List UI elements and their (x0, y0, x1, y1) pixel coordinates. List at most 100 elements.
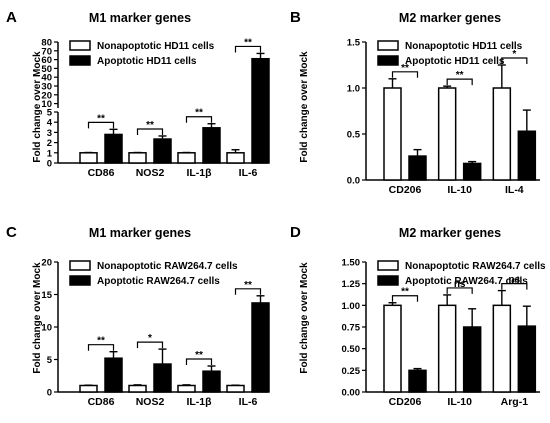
significance-bracket (87, 344, 115, 351)
legend-label: Nonapoptotic HD11 cells (405, 41, 523, 52)
panel-letter: A (6, 9, 17, 26)
y-tick-label: 80 (41, 38, 52, 49)
chart-title: M1 marker genes (89, 11, 191, 25)
legend-swatch (377, 275, 399, 286)
y-tick-label: 20 (41, 90, 52, 101)
y-tick-label: 0.75 (342, 323, 361, 334)
y-axis-label: Fold change over Mock (299, 262, 310, 374)
significance-bracket (391, 71, 419, 78)
significance-label: * (148, 333, 152, 344)
significance-bracket (136, 128, 164, 135)
y-tick-label: 0 (47, 388, 52, 399)
y-tick-label: 10 (41, 99, 52, 110)
chart-panel-c: C M1 marker genes Fold change over Mock 0 5 1… (6, 224, 270, 408)
x-tick-label: IL-10 (447, 184, 472, 196)
significance-bracket (185, 116, 213, 123)
legend-swatch (69, 275, 91, 286)
panel-letter: C (6, 224, 17, 241)
bar (517, 325, 537, 393)
y-tick-label: 15 (41, 290, 52, 301)
bar (383, 304, 402, 393)
chart-title: M1 marker genes (89, 226, 191, 240)
y-tick-label: 0.5 (347, 130, 361, 141)
y-tick-label: 10 (41, 323, 52, 334)
y-tick-label: 0.25 (342, 366, 361, 377)
y-tick-label: 1.25 (342, 279, 361, 290)
significance-label: ns (454, 279, 466, 290)
significance-label: ** (97, 336, 105, 347)
y-tick-label: 0.50 (342, 344, 361, 355)
legend-label: Nonapoptotic HD11 cells (97, 41, 215, 52)
chart-panel-d: D M2 marker genes Fold change over Mock 0.0… (290, 224, 546, 408)
bar (251, 57, 270, 164)
x-tick-label: CD206 (389, 396, 422, 408)
significance-bracket (501, 283, 528, 290)
x-tick-label: IL-10 (447, 396, 472, 408)
bar (408, 155, 427, 181)
y-tick-label: 0.00 (342, 388, 361, 399)
legend-label: Apoptotic RAW264.7 cells (97, 276, 220, 287)
legend-swatch (69, 260, 91, 271)
bar (177, 384, 196, 393)
chart-panel-b: B M2 marker genes Fold change over Mock 0.0… (290, 9, 540, 196)
significance-label: ** (456, 70, 464, 81)
significance-label: ** (401, 287, 409, 298)
y-tick-label: 50 (41, 64, 52, 75)
x-tick-label: IL-6 (239, 396, 258, 408)
bar (104, 357, 123, 393)
x-tick-label: IL-6 (239, 167, 258, 179)
bar (226, 152, 245, 164)
legend-swatch (377, 55, 399, 66)
y-tick-label: 20 (41, 258, 52, 269)
panel-letter: B (290, 9, 301, 26)
x-tick-label: IL-4 (505, 184, 524, 196)
x-tick-label: IL-1β (186, 396, 212, 408)
significance-bracket (87, 121, 115, 129)
bar (437, 304, 457, 393)
bar (437, 87, 457, 181)
chart-title: M2 marker genes (399, 11, 501, 25)
legend-label: Apoptotic HD11 cells (97, 56, 197, 67)
bar (202, 127, 221, 164)
significance-bracket (446, 287, 473, 294)
bar (79, 384, 98, 393)
x-tick-label: IL-1β (186, 167, 212, 179)
bar (408, 369, 427, 393)
y-tick-label: 4 (47, 118, 53, 129)
bar (79, 152, 98, 164)
bar (128, 384, 147, 393)
x-tick-label: NOS2 (136, 396, 165, 408)
y-tick-label: 0.0 (347, 176, 360, 187)
significance-bracket (501, 57, 528, 64)
significance-label: ** (195, 350, 203, 361)
y-tick-label: 60 (41, 55, 52, 66)
y-tick-label: 2 (47, 138, 52, 149)
bar (104, 133, 123, 164)
y-tick-label: 3 (47, 128, 52, 139)
bar (202, 370, 221, 393)
bar (492, 304, 512, 393)
bar (462, 162, 482, 181)
bar (492, 87, 512, 181)
significance-label: * (512, 49, 516, 60)
x-tick-label: CD206 (389, 184, 422, 196)
y-axis-label: Fold change over Mock (32, 262, 43, 374)
significance-bracket (185, 358, 213, 365)
significance-bracket (136, 341, 164, 349)
x-tick-label: NOS2 (136, 167, 165, 179)
y-axis-label: Fold change over Mock (299, 51, 310, 163)
significance-label: ** (97, 113, 105, 124)
y-tick-label: 1.50 (342, 258, 361, 269)
significance-bracket (446, 78, 473, 86)
bar (462, 326, 482, 393)
significance-label: ** (401, 63, 409, 74)
significance-bracket (234, 45, 262, 53)
bar (383, 87, 402, 181)
significance-label: ** (195, 108, 203, 119)
y-tick-label: 30 (41, 82, 52, 93)
panel-letter: D (290, 224, 301, 241)
y-tick-label: 5 (47, 355, 53, 366)
legend-swatch (69, 55, 91, 66)
